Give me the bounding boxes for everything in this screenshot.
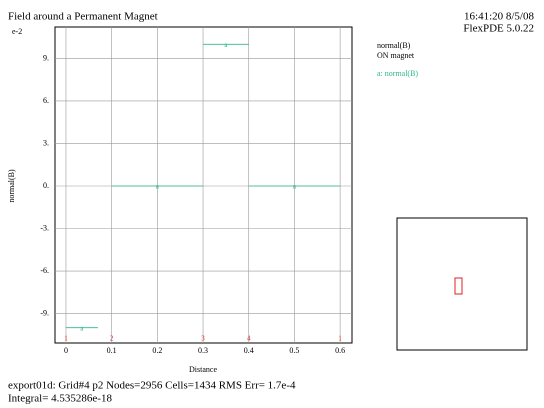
- series-marker: a: [80, 324, 84, 332]
- boundary-marker: 3: [201, 335, 205, 343]
- x-axis-label: Distance: [189, 365, 217, 374]
- software: FlexPDE 5.0.22: [463, 23, 534, 35]
- x-tick-label: 0.6: [335, 346, 345, 355]
- chart-title: Field around a Permanent Magnet: [8, 11, 158, 23]
- y-tick-label: 3.: [43, 138, 49, 147]
- boundary-marker: 2: [110, 335, 114, 343]
- footer: export01d: Grid#4 p2 Nodes=2956 Cells=14…: [8, 380, 296, 392]
- x-tick-label: 0.3: [198, 346, 208, 355]
- footer: Integral= 4.535286e-18: [8, 393, 112, 405]
- boundary-marker: 1: [64, 335, 68, 343]
- x-tick-label: 0: [64, 346, 68, 355]
- boundary-marker: 1: [338, 335, 342, 343]
- timestamp: 16:41:20 8/5/08: [464, 11, 534, 23]
- y-tick-label: -9.: [40, 308, 49, 317]
- thumbnail-shape: [454, 277, 463, 295]
- plot-caption: ON magnet: [377, 51, 415, 60]
- x-tick-label: 0.4: [244, 346, 254, 355]
- plot-caption: normal(B): [377, 41, 411, 50]
- y-tick-label: -6.: [40, 266, 49, 275]
- y-tick-label: 9.: [43, 53, 49, 62]
- y-tick-label: 6.: [43, 96, 49, 105]
- series-marker: a: [293, 183, 297, 191]
- y-tick-label: 0.: [43, 181, 49, 190]
- scale-label: e-2: [12, 27, 22, 36]
- legend-entry: a: normal(B): [377, 69, 418, 78]
- thumbnail-frame: [396, 217, 528, 351]
- boundary-marker: 4: [247, 335, 251, 343]
- x-tick-label: 0.2: [152, 346, 162, 355]
- y-axis-label: normal(B): [7, 169, 16, 203]
- x-tick-label: 0.1: [107, 346, 117, 355]
- data-line: [65, 43, 341, 329]
- series-marker: a: [156, 183, 160, 191]
- series-marker: a: [224, 41, 228, 49]
- y-tick-label: -3.: [40, 223, 49, 232]
- x-tick-label: 0.5: [289, 346, 299, 355]
- plot-frame: [54, 26, 353, 344]
